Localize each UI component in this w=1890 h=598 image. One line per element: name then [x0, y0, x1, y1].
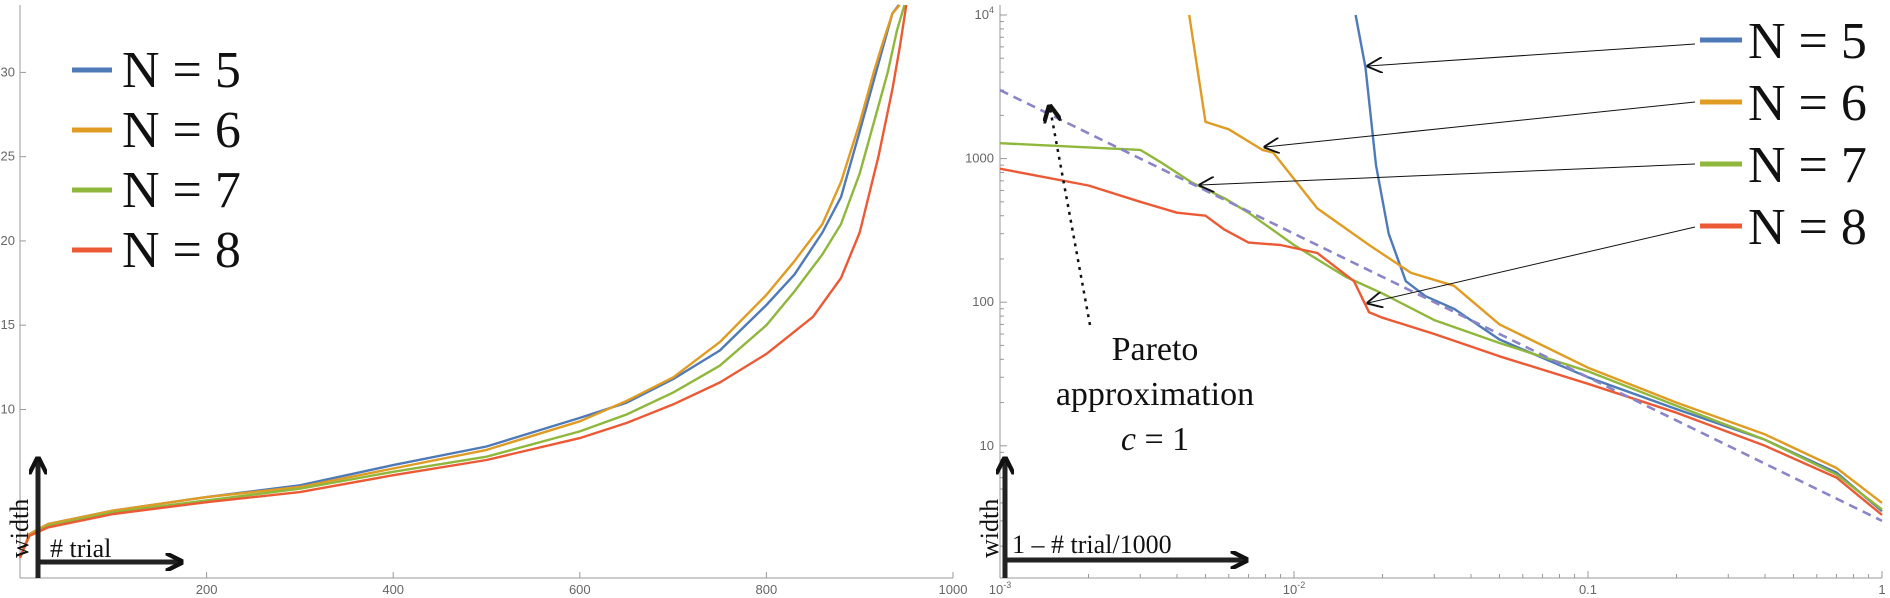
pareto-c-value: = 1	[1136, 421, 1189, 458]
pointer-arrow-n5	[1368, 43, 1696, 66]
pointer-arrow-n6	[1265, 101, 1696, 147]
right-ytick-label: 1000	[965, 151, 994, 166]
left-series-group	[18, 4, 908, 559]
right-xtick-label: 10-2	[1283, 580, 1305, 597]
right-legend-label-n5: N = 5	[1748, 13, 1867, 70]
right-series-line-n6	[1188, 14, 1883, 504]
left-ytick-label: 20	[1, 233, 15, 248]
right-xtick-label: 1	[1878, 582, 1885, 597]
right-xlabel: 1 – # trial/1000	[1012, 530, 1172, 559]
right-ylabel: width	[975, 499, 1004, 558]
left-ytick-label: 25	[1, 149, 15, 164]
pointer-arrow-n7	[1200, 163, 1696, 185]
left-legend-label-n6: N = 6	[122, 102, 241, 159]
right-legend-label-n6: N = 6	[1748, 75, 1867, 132]
pareto-label-line2: approximation	[1056, 376, 1254, 413]
left-xtick-label: 600	[569, 582, 591, 597]
left-xtick-label: 800	[756, 582, 778, 597]
right-series-line-n7	[999, 142, 1883, 511]
left-ticks: 200 400 600 800 1000 10 15 20 25 30	[1, 64, 968, 597]
left-series-line-n8	[18, 4, 908, 559]
left-legend-label-n5: N = 5	[122, 42, 241, 99]
right-xtick-label: 10-3	[989, 580, 1011, 597]
left-xtick-label: 400	[382, 582, 404, 597]
left-legend-label-n8: N = 8	[122, 222, 241, 279]
right-legend: N = 5N = 6N = 7N = 8	[1700, 13, 1867, 256]
pareto-annotation: Pareto approximation c = 1	[1056, 331, 1254, 458]
right-axes	[999, 5, 1882, 579]
pareto-label-line3: c = 1	[1121, 421, 1189, 458]
left-xtick-label: 1000	[939, 582, 968, 597]
pareto-label-line1: Pareto	[1112, 331, 1199, 368]
left-ytick-label: 10	[1, 401, 15, 416]
pareto-annotation-arrow	[1050, 108, 1092, 326]
left-chart: 200 400 600 800 1000 10 15 20 25 30 width # trial…	[1, 4, 968, 597]
right-xtick-label: 0.1	[1579, 582, 1597, 597]
left-ytick-label: 15	[1, 317, 15, 332]
left-ytick-label: 30	[1, 64, 15, 79]
right-series-line-n8	[999, 167, 1883, 516]
left-xlabel: # trial	[50, 534, 111, 563]
right-axis-arrows	[1005, 460, 1245, 578]
right-series-group	[999, 14, 1883, 523]
right-ytick-label: 100	[972, 294, 994, 309]
right-ticks: 10-3 10-2 0.1 1 10 100 1000 104	[965, 5, 1886, 597]
left-axis-arrows	[38, 460, 180, 578]
left-series-line-n7	[18, 4, 906, 559]
right-legend-label-n7: N = 7	[1748, 137, 1867, 194]
left-ylabel: width	[5, 499, 34, 558]
right-chart: 10-3 10-2 0.1 1 10 100 1000 104 Pareto approxim…	[965, 5, 1886, 597]
pareto-c-symbol: c	[1121, 421, 1136, 458]
left-xtick-label: 200	[196, 582, 218, 597]
right-legend-label-n8: N = 8	[1748, 199, 1867, 256]
right-ytick-label: 104	[975, 5, 994, 22]
left-legend: N = 5N = 6N = 7N = 8	[72, 42, 241, 279]
legend-pointer-arrows	[1200, 43, 1696, 303]
left-legend-label-n7: N = 7	[122, 162, 241, 219]
left-axes	[19, 5, 953, 579]
right-ytick-label: 10	[980, 438, 994, 453]
pareto-reference-line	[999, 88, 1883, 523]
pointer-arrow-n8	[1368, 226, 1696, 303]
left-series-line-n6	[18, 4, 901, 559]
